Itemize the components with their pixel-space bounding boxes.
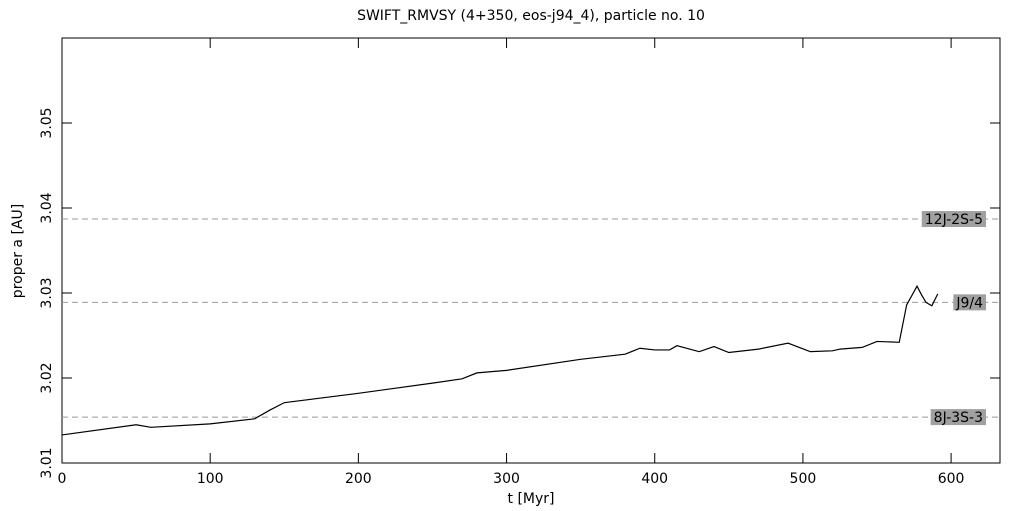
resonance-label-bg	[930, 409, 986, 426]
x-tick-label: 300	[493, 471, 520, 487]
plot-frame	[61, 37, 1001, 464]
x-tick-label: 600	[938, 471, 965, 487]
x-tick-label: 400	[641, 471, 668, 487]
resonance-label-bg	[953, 294, 986, 311]
resonance-label: J9/4	[955, 295, 983, 311]
x-tick-label: 0	[58, 471, 67, 487]
resonance-label: 8J-3S-3	[934, 410, 983, 426]
resonance-label-bg	[921, 211, 986, 228]
data-line	[61, 284, 939, 436]
x-tick-label: 500	[790, 471, 817, 487]
resonance-label: 12J-2S-5	[925, 212, 983, 228]
chart-title: SWIFT_RMVSY (4+350, eos-j94_4), particle…	[357, 8, 705, 24]
y-tick-label: 3.05	[39, 107, 55, 138]
x-tick-label: 100	[197, 471, 224, 487]
y-axis-label: proper a [AU]	[10, 204, 26, 298]
y-tick-label: 3.01	[39, 447, 55, 478]
y-tick-label: 3.04	[39, 192, 55, 223]
x-tick-label: 200	[345, 471, 372, 487]
y-tick-label: 3.02	[39, 362, 55, 393]
x-axis-label: t [Myr]	[508, 491, 555, 507]
y-tick-label: 3.03	[39, 277, 55, 308]
